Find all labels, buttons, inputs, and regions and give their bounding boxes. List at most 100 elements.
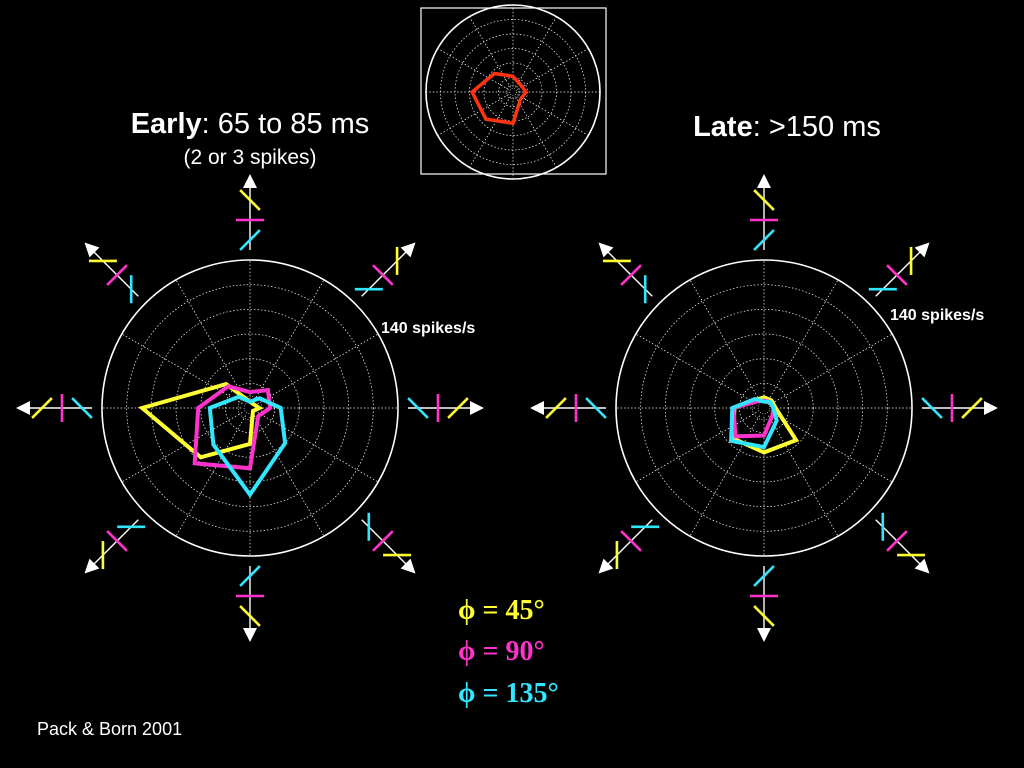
orientation-bar-45 — [753, 605, 775, 627]
early-grid-spoke — [121, 412, 243, 483]
inset-polar-chart — [425, 4, 601, 180]
early-grid-ring — [175, 333, 325, 483]
early-series-135 — [207, 394, 288, 499]
late-grid-spoke — [768, 279, 839, 401]
late-direction-indicator-315 — [875, 512, 930, 574]
late-direction-indicator-90 — [750, 174, 778, 251]
late-direction-indicator-45 — [868, 242, 930, 297]
orientation-bar-90 — [372, 264, 394, 286]
orientation-bar-90 — [886, 530, 908, 552]
late-grid-ring — [689, 333, 839, 483]
late-title: Late: >150 ms — [693, 111, 881, 143]
late-grid-ring — [714, 358, 814, 458]
arrowhead-icon — [984, 401, 998, 415]
legend-45-text: = 45° — [475, 595, 544, 626]
orientation-bar-90 — [620, 530, 642, 552]
late-grid-ring — [615, 259, 913, 557]
late-title-bold: Late — [693, 111, 753, 143]
early-series-90 — [192, 384, 273, 471]
early-grid-ring — [150, 308, 350, 508]
charts-layer — [16, 4, 998, 642]
early-grid-spoke — [175, 415, 246, 537]
early-direction-indicator-270 — [236, 565, 264, 642]
inset-grid-spoke — [469, 96, 511, 168]
arrowhead-icon — [243, 174, 257, 188]
legend-90-text: = 90° — [475, 636, 544, 667]
legend-entry-45: ϕ = 45° — [458, 595, 545, 626]
early-direction-indicator-45 — [354, 242, 416, 297]
late-grid-spoke — [635, 412, 757, 483]
early-scale-label: 140 spikes/s — [381, 320, 475, 337]
early-grid-spoke — [254, 415, 325, 537]
arrowhead-icon — [16, 401, 30, 415]
arrowhead-icon — [470, 401, 484, 415]
orientation-bar-90 — [620, 264, 642, 286]
early-direction-indicator-225 — [84, 519, 146, 574]
late-grid-spoke — [771, 412, 893, 483]
early-grid-spoke — [254, 279, 325, 401]
inset-grid-spoke — [515, 96, 557, 168]
late-grid-spoke — [689, 415, 760, 537]
late-direction-indicator-0 — [921, 394, 998, 422]
orientation-bar-135 — [239, 565, 261, 587]
late-scale-label: 140 spikes/s — [890, 307, 984, 324]
late-grid-spoke — [635, 333, 757, 404]
inset-grid-spoke — [437, 48, 509, 90]
arrowhead-icon — [400, 242, 416, 258]
orientation-bar-135 — [407, 397, 429, 419]
early-grid-ring — [101, 259, 399, 557]
orientation-bar-45 — [753, 189, 775, 211]
arrowhead-icon — [598, 558, 614, 574]
inset-grid-spoke — [517, 94, 589, 136]
orientation-bar-45 — [961, 397, 983, 419]
inset-grid-ring — [483, 62, 543, 122]
early-direction-indicator-0 — [407, 394, 484, 422]
early-title: Early: 65 to 85 ms — [131, 108, 370, 140]
orientation-bar-135 — [753, 565, 775, 587]
inset-grid-ring — [469, 48, 557, 136]
orientation-bar-45 — [239, 605, 261, 627]
early-title-bold: Early — [131, 108, 202, 140]
late-grid-spoke — [768, 415, 839, 537]
early-polar-chart — [16, 174, 484, 642]
early-grid-spoke — [175, 279, 246, 401]
early-direction-indicator-135 — [84, 242, 139, 304]
late-grid-ring — [757, 401, 771, 415]
late-direction-indicator-225 — [598, 519, 660, 574]
orientation-bar-45 — [545, 397, 567, 419]
legend-entry-135: ϕ = 135° — [458, 678, 559, 709]
late-grid-spoke — [689, 279, 760, 401]
arrowhead-icon — [914, 558, 930, 574]
late-grid-ring — [640, 284, 888, 532]
arrowhead-icon — [757, 628, 771, 642]
arrowhead-icon — [530, 401, 544, 415]
orientation-bar-135 — [921, 397, 943, 419]
legend-135-text: = 135° — [475, 678, 558, 709]
late-polar-chart — [530, 174, 998, 642]
orientation-bar-90 — [106, 530, 128, 552]
credit: Pack & Born 2001 — [37, 719, 182, 739]
inset-grid-spoke — [515, 16, 557, 88]
inset-grid-ring — [509, 88, 517, 96]
inset-grid-spoke — [437, 94, 509, 136]
arrowhead-icon — [400, 558, 416, 574]
early-direction-indicator-315 — [361, 512, 416, 574]
early-series-45 — [138, 381, 264, 460]
orientation-bar-135 — [585, 397, 607, 419]
orientation-bar-45 — [31, 397, 53, 419]
late-direction-indicator-180 — [530, 394, 607, 422]
arrowhead-icon — [914, 242, 930, 258]
inset-grid-spoke — [517, 48, 589, 90]
arrowhead-icon — [84, 242, 100, 258]
early-subtitle: (2 or 3 spikes) — [183, 146, 316, 169]
late-grid-ring — [664, 308, 864, 508]
inset-series-trace — [469, 71, 529, 126]
orientation-bar-45 — [239, 189, 261, 211]
early-direction-indicator-90 — [236, 174, 264, 251]
arrowhead-icon — [757, 174, 771, 188]
early-grid-spoke — [121, 333, 243, 404]
legend-45-symbol: ϕ — [458, 595, 475, 626]
legend-entry-90: ϕ = 90° — [458, 636, 545, 667]
orientation-bar-90 — [372, 530, 394, 552]
